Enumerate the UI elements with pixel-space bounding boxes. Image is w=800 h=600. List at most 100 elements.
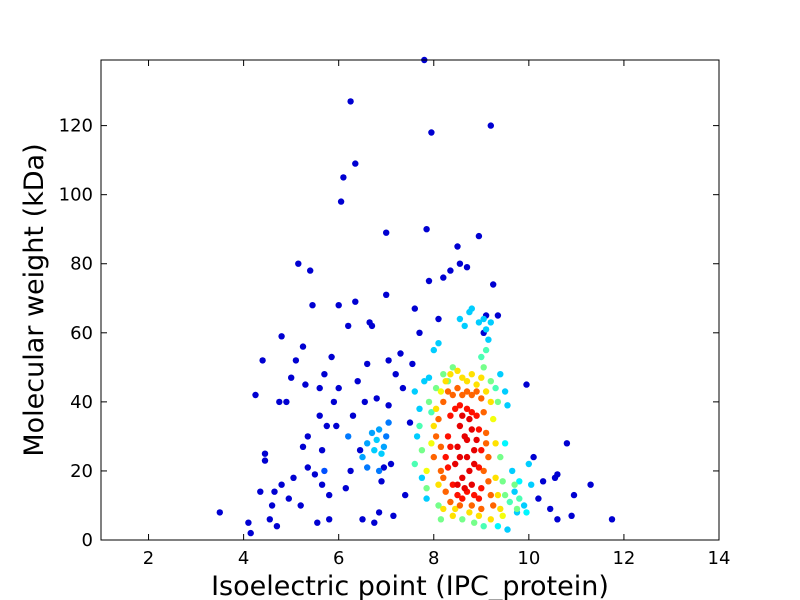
data-point <box>447 498 454 506</box>
data-point <box>428 129 435 136</box>
data-point <box>478 505 485 513</box>
data-point <box>473 412 480 419</box>
data-point <box>276 398 283 406</box>
data-point <box>440 505 447 513</box>
data-point <box>252 391 259 399</box>
data-point <box>397 350 404 357</box>
data-point <box>380 443 388 450</box>
data-points <box>216 56 616 537</box>
data-point <box>468 502 475 509</box>
data-point <box>447 371 454 378</box>
data-point <box>468 426 475 433</box>
data-point <box>335 302 342 309</box>
data-point <box>482 326 490 333</box>
data-point <box>432 384 440 392</box>
data-point <box>468 481 475 488</box>
data-point <box>520 502 528 509</box>
data-point <box>487 398 494 406</box>
x-tick-label: 14 <box>708 548 731 569</box>
data-point <box>530 453 537 461</box>
data-point <box>432 433 440 440</box>
data-point <box>459 516 466 523</box>
data-point <box>475 232 483 240</box>
data-point <box>490 281 497 288</box>
data-point <box>516 495 523 502</box>
x-tick-label: 6 <box>333 548 344 569</box>
data-point <box>299 443 307 450</box>
data-point <box>463 264 471 271</box>
data-point <box>608 516 616 523</box>
data-point <box>492 440 499 447</box>
data-point <box>423 467 430 475</box>
data-point <box>506 498 513 506</box>
data-point <box>478 485 485 492</box>
plot-frame <box>100 59 720 541</box>
data-point <box>440 398 447 406</box>
data-point <box>385 402 392 409</box>
data-point <box>423 495 430 502</box>
data-point <box>480 523 487 530</box>
data-point <box>345 322 352 330</box>
data-point <box>283 398 290 406</box>
data-point <box>570 491 578 499</box>
data-point <box>461 322 468 330</box>
data-point <box>437 388 445 395</box>
data-point <box>268 502 276 509</box>
data-point <box>528 481 535 488</box>
data-point <box>383 229 390 236</box>
data-point <box>449 391 456 399</box>
data-point <box>378 450 385 457</box>
data-point <box>288 374 295 381</box>
data-point <box>345 433 352 440</box>
data-point <box>295 260 302 267</box>
data-point <box>425 277 433 285</box>
data-point <box>499 478 506 485</box>
data-point <box>278 333 285 340</box>
data-point <box>466 467 473 475</box>
data-point <box>554 516 561 523</box>
data-point <box>478 447 485 454</box>
data-point <box>459 374 466 381</box>
data-point <box>435 481 442 488</box>
x-tick-label: 12 <box>612 548 635 569</box>
data-point <box>371 519 378 526</box>
data-point <box>302 381 309 388</box>
data-point <box>349 412 357 419</box>
data-point <box>406 419 414 426</box>
data-point <box>478 374 485 381</box>
data-point <box>364 464 371 471</box>
data-point <box>492 474 499 481</box>
data-point <box>421 378 428 385</box>
data-point <box>461 485 468 492</box>
data-point <box>440 274 447 281</box>
y-tick-label: 40 <box>70 392 93 413</box>
data-point <box>383 291 390 298</box>
data-point <box>387 460 395 468</box>
data-point <box>364 440 371 447</box>
data-point <box>435 415 442 423</box>
data-point <box>435 315 442 323</box>
data-point <box>501 440 509 447</box>
data-point <box>430 422 437 430</box>
data-point <box>392 371 399 378</box>
data-point <box>304 433 311 440</box>
data-point <box>471 491 478 499</box>
plot-background <box>101 60 719 540</box>
data-point <box>380 464 388 471</box>
data-point <box>471 519 478 526</box>
data-point <box>463 436 471 444</box>
data-point <box>456 260 464 267</box>
y-tick-label: 100 <box>59 185 93 206</box>
data-point <box>487 319 494 326</box>
x-tick-label: 8 <box>428 548 439 569</box>
data-point <box>323 422 330 430</box>
data-point <box>494 312 502 319</box>
data-point <box>416 329 423 336</box>
data-point <box>497 505 504 513</box>
data-point <box>368 322 376 330</box>
data-point <box>399 384 407 392</box>
data-point <box>321 467 328 475</box>
data-point <box>475 512 483 519</box>
y-tick-label: 80 <box>70 254 93 275</box>
